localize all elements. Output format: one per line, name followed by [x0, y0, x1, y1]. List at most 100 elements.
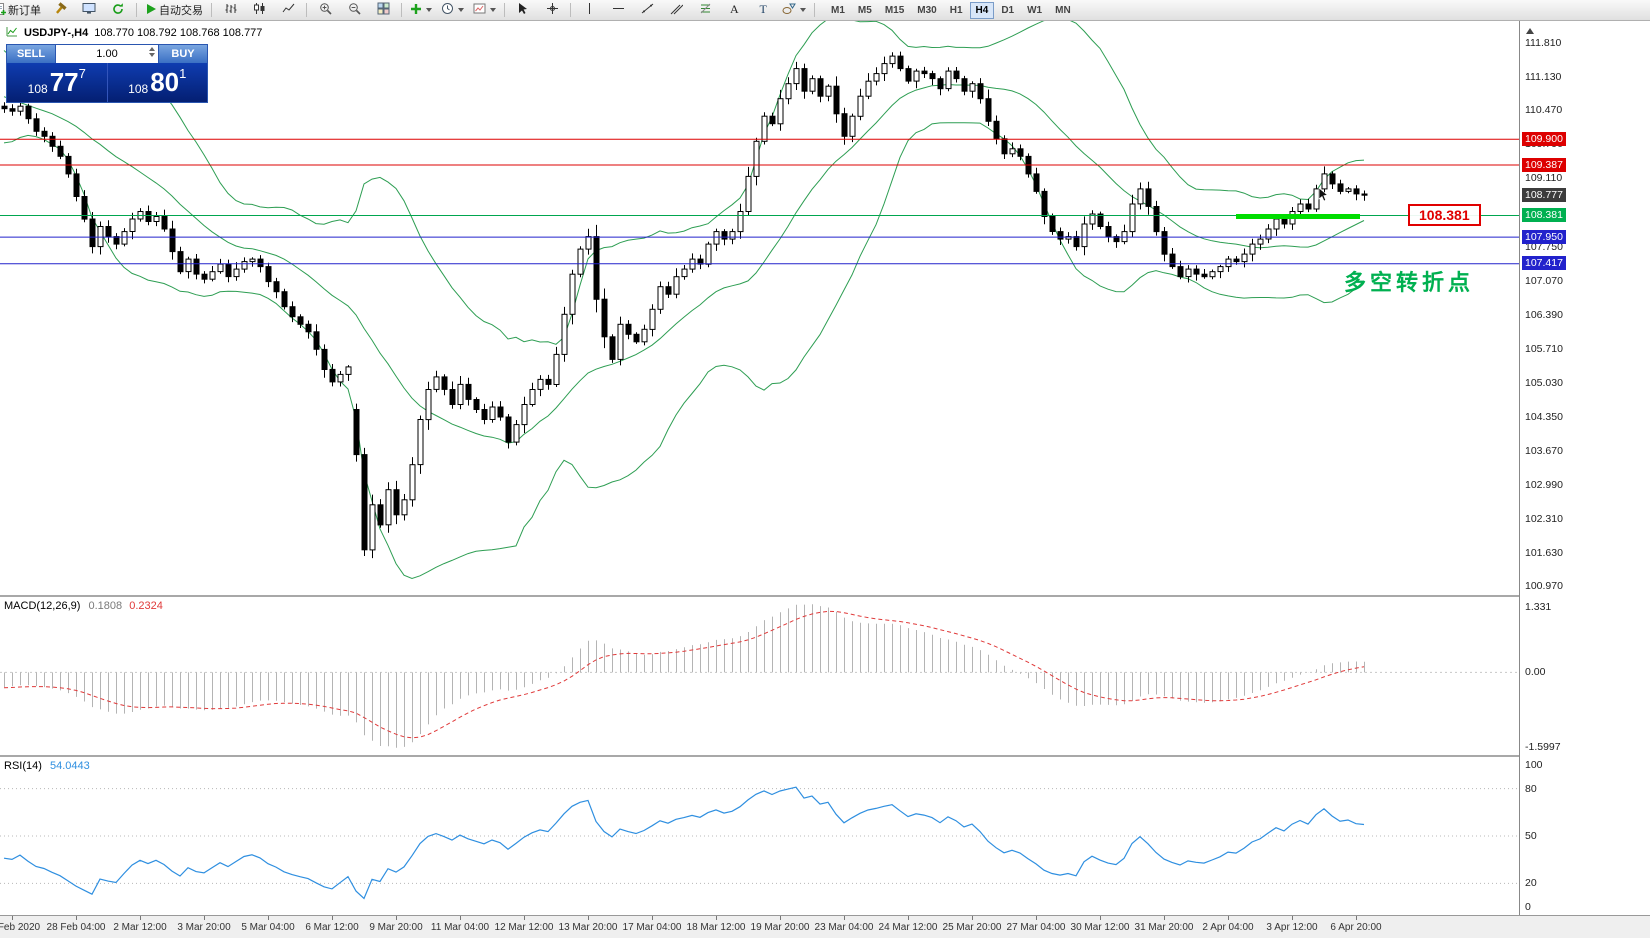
time-axis-tick	[780, 916, 781, 920]
volume-spinner[interactable]	[149, 47, 155, 57]
price-tag: 109.900	[1522, 131, 1566, 146]
time-axis-label: 25 Mar 20:00	[942, 922, 1002, 933]
price-scale-label: 110.470	[1525, 104, 1563, 117]
time-axis-tick	[716, 916, 717, 920]
rsi-scale-label: 50	[1525, 830, 1537, 842]
time-axis-tick	[844, 916, 845, 920]
meta-editor-button[interactable]	[46, 0, 74, 20]
time-axis[interactable]: 26 Feb 2020 28 Feb 04:00 2 Mar 12:00 3 Mar …	[0, 915, 1650, 938]
price-axis[interactable]: 111.810111.130110.470109.790109.110108.4…	[1519, 21, 1650, 915]
label-icon: T	[757, 2, 769, 18]
time-axis-tick	[1164, 916, 1165, 920]
fibonacci-button[interactable]	[691, 0, 719, 20]
label-button[interactable]: T	[749, 0, 777, 20]
zoom-in-button[interactable]	[311, 0, 339, 20]
trendline-icon	[641, 2, 654, 18]
buy-price-big: 80	[150, 67, 180, 97]
time-axis-label: 31 Mar 20:00	[1134, 922, 1194, 933]
price-scale-label: 111.810	[1525, 37, 1562, 50]
terminal-button[interactable]	[75, 0, 103, 20]
timeframe-button-M1[interactable]: M1	[831, 4, 845, 16]
trendline-button[interactable]	[633, 0, 661, 20]
macd-chart-canvas[interactable]	[0, 597, 1519, 755]
rsi-scale-label: 0	[1525, 901, 1531, 913]
sell-button[interactable]: SELL	[7, 45, 56, 63]
toolbar-separator	[504, 3, 505, 17]
support-highlight-segment[interactable]	[1236, 214, 1360, 219]
panel-resize-handle[interactable]	[0, 595, 1650, 597]
time-axis-label: 2 Apr 04:00	[1202, 922, 1254, 933]
timeframe-button-H4[interactable]: H4	[969, 1, 995, 19]
spinner-up-icon[interactable]	[149, 47, 155, 51]
price-scale-label: 105.030	[1525, 376, 1563, 389]
monitor-icon	[82, 2, 96, 18]
scroll-to-end-marker-icon[interactable]	[1526, 28, 1534, 34]
shapes-icon	[782, 2, 796, 18]
timeframe-button-M15[interactable]: M15	[884, 4, 905, 16]
timeframe-button-H1[interactable]: H1	[949, 4, 963, 16]
symbol-info: USDJPY-,H4 108.770 108.792 108.768 108.7…	[6, 26, 262, 40]
sell-price[interactable]: 108 77 7	[7, 63, 107, 102]
rsi-name: RSI(14)	[4, 760, 42, 772]
time-axis-tick	[524, 916, 525, 920]
rsi-scale-label: 80	[1525, 782, 1537, 795]
cursor-icon	[517, 2, 529, 18]
time-axis-label: 6 Apr 20:00	[1330, 922, 1382, 933]
zoom-in-icon	[319, 2, 332, 18]
time-axis-tick	[1100, 916, 1101, 920]
symbol-chart-icon	[6, 26, 18, 40]
timeframe-button-D1[interactable]: D1	[1001, 4, 1015, 16]
chevron-down-icon	[458, 8, 464, 12]
templates-button[interactable]	[469, 0, 500, 20]
crosshair-button[interactable]	[538, 0, 566, 20]
template-icon	[473, 2, 486, 18]
candlestick-chart-button[interactable]	[245, 0, 273, 20]
bollinger-lower-band	[3, 122, 1365, 580]
support-price-label[interactable]: 108.381	[1408, 203, 1481, 226]
chevron-down-icon	[426, 8, 432, 12]
autotrading-button[interactable]: 自动交易	[141, 0, 207, 20]
toolbar-separator	[136, 3, 137, 17]
toolbar-separator	[306, 3, 307, 17]
timeframe-button-W1[interactable]: W1	[1027, 4, 1043, 16]
horizontal-line-button[interactable]	[604, 0, 632, 20]
bar-chart-button[interactable]	[216, 0, 244, 20]
price-scale-label: 103.670	[1525, 445, 1563, 458]
time-axis-label: 23 Mar 04:00	[814, 922, 874, 933]
panel-resize-handle[interactable]	[0, 755, 1650, 757]
text-button[interactable]: A	[720, 0, 748, 20]
channel-button[interactable]	[662, 0, 690, 20]
timeframe-button-M30[interactable]: M30	[917, 4, 937, 16]
zoom-out-button[interactable]	[340, 0, 368, 20]
price-tag: 109.387	[1522, 157, 1566, 172]
indicators-button[interactable]	[406, 0, 436, 20]
macd-main-value: 0.1808	[88, 600, 123, 612]
line-chart-button[interactable]	[274, 0, 302, 20]
price-scale-label: 107.750	[1525, 240, 1563, 253]
shapes-button[interactable]	[778, 0, 810, 20]
vertical-line-button[interactable]	[575, 0, 603, 20]
price-scale-label: 102.990	[1525, 479, 1563, 492]
buy-button[interactable]: BUY	[158, 45, 207, 63]
spinner-down-icon[interactable]	[149, 53, 155, 57]
annotation-text[interactable]: 多空转折点	[1344, 270, 1475, 296]
time-axis-label: 28 Feb 04:00	[46, 922, 106, 933]
timeframe-button-MN[interactable]: MN	[1055, 4, 1071, 16]
refresh-button[interactable]	[104, 0, 132, 20]
cursor-button[interactable]	[509, 0, 537, 20]
timeframe-button-M5[interactable]: M5	[857, 4, 872, 16]
macd-signal-value: 0.2324	[129, 600, 163, 612]
tile-windows-button[interactable]	[369, 0, 397, 20]
volume-input[interactable]: 1.00	[56, 45, 158, 63]
macd-histogram	[4, 604, 1365, 748]
new-order-button[interactable]: 新订单	[0, 0, 45, 20]
price-chart-canvas[interactable]	[0, 21, 1519, 595]
periods-button[interactable]	[437, 0, 468, 20]
time-axis-tick	[1356, 916, 1357, 920]
buy-price[interactable]: 108 80 1	[108, 63, 208, 102]
rsi-scale-label: 20	[1525, 877, 1537, 890]
timeframe-toolbar: M1 M5 M15 M30 H1 H4 D1 W1 MN	[825, 1, 1077, 19]
macd-name: MACD(12,26,9)	[4, 600, 81, 612]
rsi-chart-canvas[interactable]	[0, 757, 1519, 915]
